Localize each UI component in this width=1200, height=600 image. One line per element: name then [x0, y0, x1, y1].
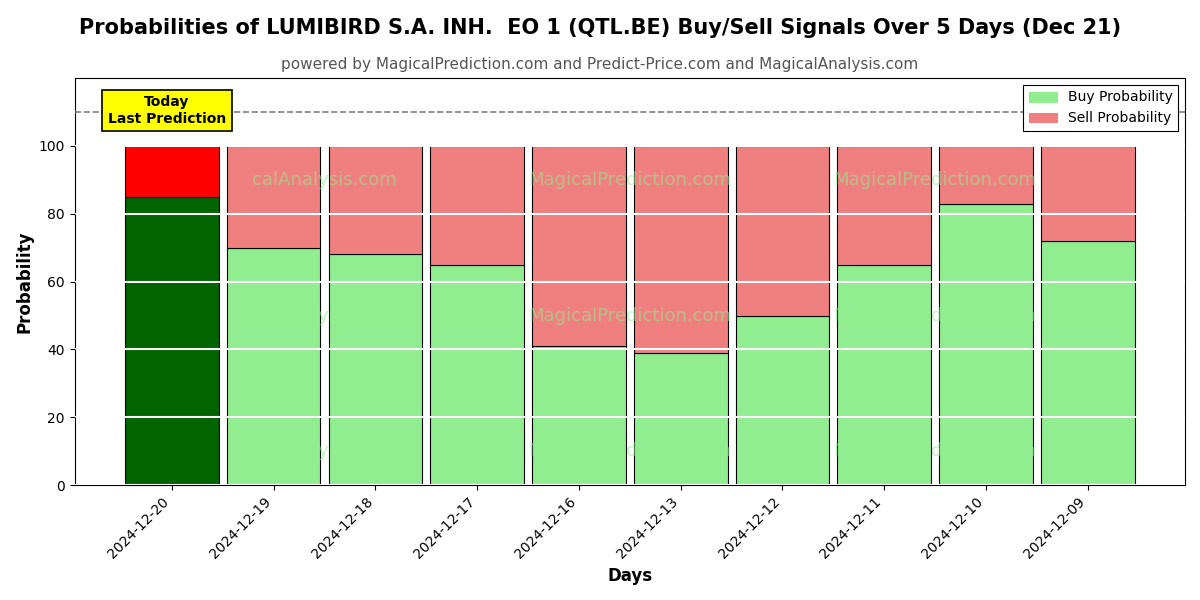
Text: MagicalPrediction.com: MagicalPrediction.com: [834, 171, 1037, 189]
Text: calAnalysis.com: calAnalysis.com: [252, 307, 397, 325]
Text: powered by MagicalPrediction.com and Predict-Price.com and MagicalAnalysis.com: powered by MagicalPrediction.com and Pre…: [281, 57, 919, 72]
Bar: [634, 146, 727, 353]
Bar: [227, 146, 320, 248]
Bar: [1040, 241, 1134, 485]
Bar: [838, 146, 931, 265]
Y-axis label: Probability: Probability: [16, 230, 34, 333]
Bar: [736, 316, 829, 485]
Bar: [329, 254, 422, 485]
Text: MagicalPrediction.com: MagicalPrediction.com: [528, 307, 731, 325]
Bar: [634, 353, 727, 485]
Text: MagicalPrediction.com: MagicalPrediction.com: [834, 307, 1037, 325]
Text: MagicalPrediction.com: MagicalPrediction.com: [528, 442, 731, 460]
Bar: [431, 146, 524, 265]
Bar: [227, 248, 320, 485]
Text: MagicalPrediction.com: MagicalPrediction.com: [834, 442, 1037, 460]
Bar: [125, 197, 218, 485]
Bar: [736, 146, 829, 316]
Bar: [940, 146, 1033, 203]
Text: calAnalysis.com: calAnalysis.com: [252, 442, 397, 460]
Text: MagicalPrediction.com: MagicalPrediction.com: [528, 171, 731, 189]
Bar: [1040, 146, 1134, 241]
Bar: [532, 346, 625, 485]
Text: Today
Last Prediction: Today Last Prediction: [108, 95, 226, 125]
Text: calAnalysis.com: calAnalysis.com: [252, 171, 397, 189]
Bar: [329, 146, 422, 254]
Bar: [125, 146, 218, 197]
Legend: Buy Probability, Sell Probability: Buy Probability, Sell Probability: [1024, 85, 1178, 131]
Bar: [532, 146, 625, 346]
Bar: [838, 265, 931, 485]
X-axis label: Days: Days: [607, 567, 653, 585]
Text: Probabilities of LUMIBIRD S.A. INH.  EO 1 (QTL.BE) Buy/Sell Signals Over 5 Days : Probabilities of LUMIBIRD S.A. INH. EO 1…: [79, 18, 1121, 38]
Bar: [940, 203, 1033, 485]
Bar: [431, 265, 524, 485]
